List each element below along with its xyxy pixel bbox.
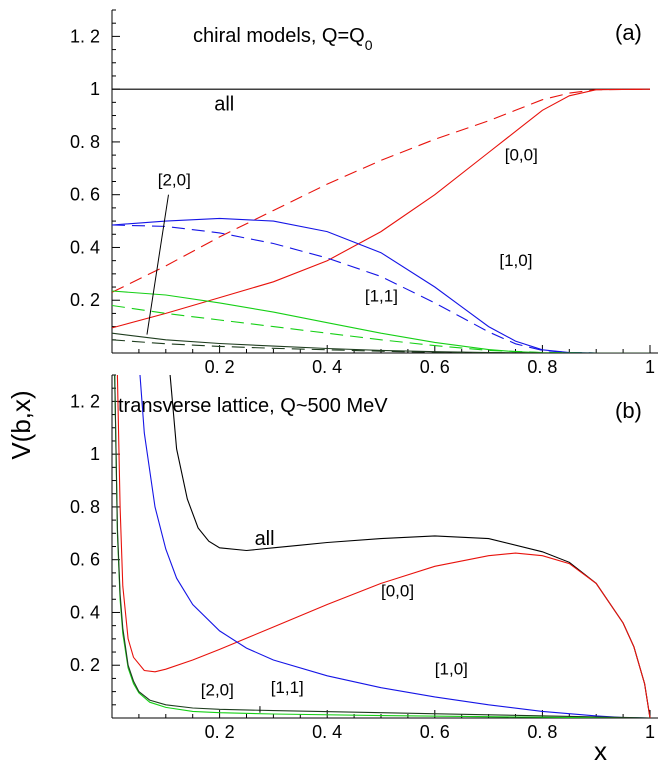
panel-b-y-tick-label: 0. 6	[70, 550, 100, 570]
panel-b-title: transverse lattice, Q~500 MeV	[118, 395, 388, 417]
panel-a-y-tick-label: 1	[90, 79, 100, 99]
panel-a-y-tick-label: 1. 2	[70, 26, 100, 46]
panel-a: chiral models, Q=Q0 (a) 0. 2 0. 4 0. 6 0. 8…	[70, 9, 658, 377]
panel-b-y-tick-label: 0. 8	[70, 497, 100, 517]
panel-a-series-line-1	[112, 88, 651, 329]
panel-b-series-line-3	[114, 375, 651, 718]
panel-a-x-tick-label: 0. 2	[205, 357, 235, 377]
panel-b-x-tick-label: 0. 8	[527, 722, 557, 742]
panel-b-series-line-1	[116, 375, 651, 718]
panel-a-series-line-2	[112, 88, 651, 293]
panel-b-x-tick-label: 0. 4	[312, 722, 342, 742]
x-axis-label: x	[594, 736, 607, 766]
panel-a-x-tick-label: 0. 8	[527, 357, 557, 377]
panel-b-x-tick-label: 0. 6	[420, 722, 450, 742]
panel-b-y-tick-label: 1. 2	[70, 391, 100, 411]
panel-b-curve-label-1: [0,0]	[381, 582, 414, 601]
panel-a-series-line-8	[112, 339, 650, 353]
panel-b-series-line-4	[114, 375, 651, 718]
panel-b-series	[114, 375, 651, 718]
panel-b-series-line-2	[139, 375, 651, 718]
panel-a-x-tick-label: 0. 6	[420, 357, 450, 377]
panel-b-curve-label-3: [1,1]	[271, 678, 304, 697]
panel-a-curve-label-4: [2,0]	[158, 170, 191, 189]
panel-a-series-line-6	[112, 304, 650, 353]
panel-a-series-line-7	[112, 332, 650, 353]
panel-a-y-tick-label: 0. 4	[70, 237, 100, 257]
panel-b-y-tick-label: 0. 4	[70, 602, 100, 622]
panel-a-y-tick-label: 0. 8	[70, 132, 100, 152]
panel-a-label: (a)	[615, 20, 642, 45]
panel-a-series	[112, 88, 651, 353]
panel-b-curve-label-2: [1,0]	[435, 659, 468, 678]
y-axis-label: V(b,x)	[6, 390, 36, 459]
panel-a-x-tick-label: 0. 4	[312, 357, 342, 377]
panel-a-series-line-3	[112, 217, 650, 353]
panel-b-y-tick-label: 0. 2	[70, 655, 100, 675]
panel-b-curve-label-4: [2,0]	[201, 681, 234, 700]
panel-a-series-line-4	[112, 224, 650, 353]
panel-a-title: chiral models, Q=Q0	[193, 25, 373, 53]
panel-a-leader-line	[146, 194, 169, 335]
panel-a-y-tick-label: 0. 6	[70, 185, 100, 205]
panel-a-curve-label-0: all	[214, 93, 234, 115]
panel-b: transverse lattice, Q~500 MeV (b) x 0. 2…	[70, 374, 658, 766]
panel-a-curve-label-3: [1,1]	[365, 287, 398, 306]
panel-a-y-tick-label: 0. 2	[70, 290, 100, 310]
panel-a-curve-label-1: [0,0]	[505, 145, 538, 164]
panel-b-x-tick-label: 1	[645, 722, 655, 742]
panel-b-label: (b)	[615, 398, 642, 423]
panel-a-x-tick-label: 1	[645, 357, 655, 377]
panel-b-x-tick-label: 0. 2	[205, 722, 235, 742]
panel-b-y-tick-label: 1	[90, 444, 100, 464]
panel-b-series-line-0	[169, 375, 651, 718]
panel-b-curve-label-0: all	[255, 528, 275, 550]
panel-a-curve-label-2: [1,0]	[499, 251, 532, 270]
